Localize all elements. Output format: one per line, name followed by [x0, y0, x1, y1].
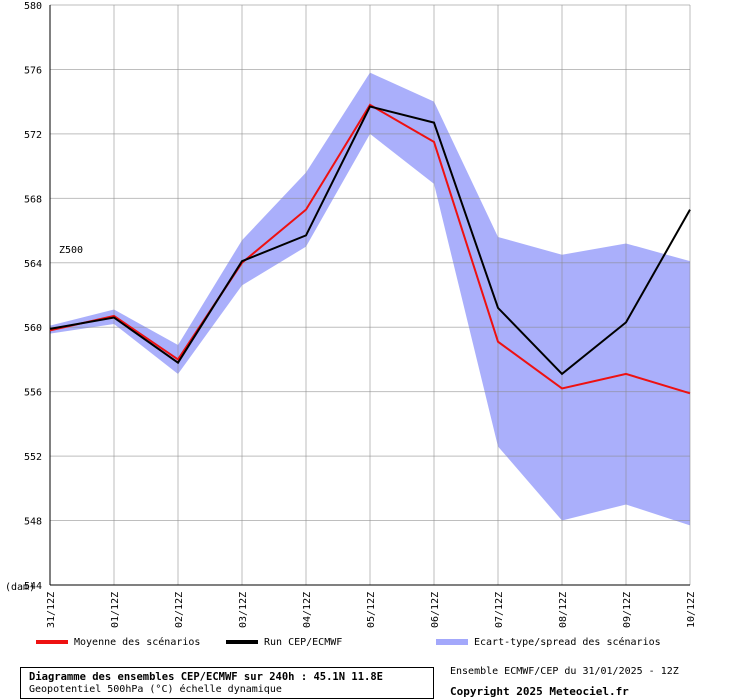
legend-run-swatch [226, 640, 258, 644]
chart-subtitle: Geopotentiel 500hPa (°C) échelle dynamiq… [29, 684, 282, 695]
series-mean-line [49, 103, 691, 395]
x-tick-label: 01/12Z [110, 592, 121, 628]
legend-mean-label: Moyenne des scénarios [74, 637, 201, 648]
x-tick-label: 31/12Z [46, 592, 57, 628]
x-tick-label: 09/12Z [622, 592, 633, 628]
x-tick-label: 07/12Z [494, 592, 505, 628]
legend-run-label: Run CEP/ECMWF [264, 637, 343, 648]
chart-title-box: Diagramme des ensembles CEP/ECMWF sur 24… [20, 667, 434, 699]
x-tick-label: 02/12Z [174, 592, 185, 628]
y-tick-label: 548 [24, 517, 42, 528]
y-tick-label: 576 [24, 65, 42, 76]
copyright: Copyright 2025 Meteociel.fr [450, 685, 629, 698]
legend-mean-swatch [36, 640, 68, 644]
run-info: Ensemble ECMWF/CEP du 31/01/2025 - 12Z [450, 666, 679, 677]
x-tick-label: 05/12Z [366, 592, 377, 628]
legend-spread: Ecart-type/spread des scénarios [436, 637, 661, 648]
x-tick-label: 03/12Z [238, 592, 249, 628]
ensemble-chart: 548 552 556 560 564 568 572 576 580 544(dam) 31/12… [5, 1, 697, 628]
y-tick-label: 560 [24, 323, 42, 334]
legend-mean: Moyenne des scénarios [36, 637, 200, 648]
y-tick-label: 580 [24, 1, 42, 12]
legend-spread-label: Ecart-type/spread des scénarios [474, 637, 661, 648]
series-label: Z500 [59, 245, 83, 256]
y-tick-label: 572 [24, 130, 42, 141]
y-tick-label: 552 [24, 452, 42, 463]
x-tick-label: 10/12Z [686, 592, 697, 628]
series-run-line [49, 105, 691, 376]
spread-band [50, 72, 690, 526]
x-tick-label: 06/12Z [430, 592, 441, 628]
y-tick-label: 564 [24, 259, 42, 270]
unit-label: (dam) [5, 582, 35, 593]
legend-run: Run CEP/ECMWF [226, 637, 342, 648]
x-tick-label: 08/12Z [558, 592, 569, 628]
x-tick-label: 04/12Z [302, 592, 313, 628]
y-tick-label: 556 [24, 388, 42, 399]
legend-spread-swatch [436, 639, 468, 645]
y-tick-label: 568 [24, 194, 42, 205]
y-tick-label: 544 [24, 581, 42, 592]
chart-title: Diagramme des ensembles CEP/ECMWF sur 24… [29, 671, 384, 683]
